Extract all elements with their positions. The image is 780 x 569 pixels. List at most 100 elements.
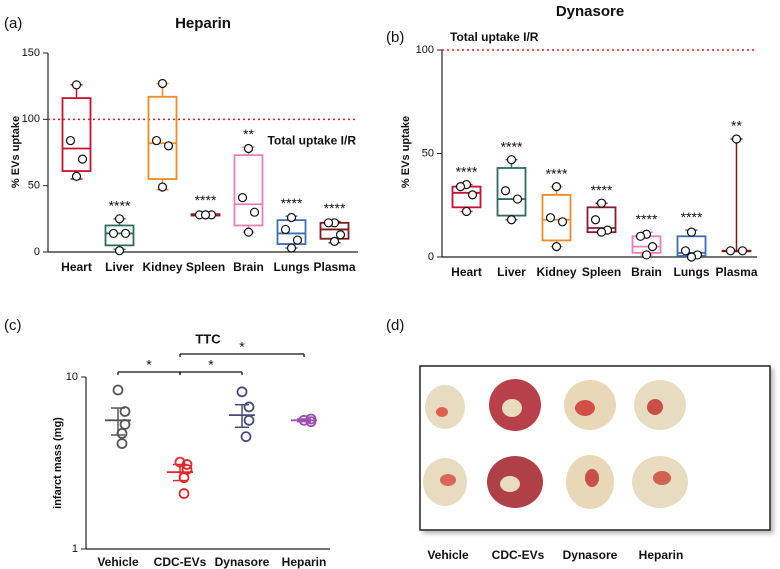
reference-label: Total uptake I/R bbox=[450, 30, 539, 44]
y-tick-label: 50 bbox=[28, 180, 40, 192]
significance: ** bbox=[243, 126, 254, 142]
y-tick-label: 0 bbox=[34, 246, 40, 258]
data-point bbox=[461, 206, 472, 217]
x-tick-label: Brain bbox=[631, 265, 662, 279]
data-point bbox=[120, 228, 131, 239]
x-tick-label: Kidney bbox=[142, 260, 182, 274]
data-point bbox=[686, 252, 697, 262]
image-label: CDC-EVs bbox=[492, 548, 545, 562]
x-tick-label: Dynasore bbox=[215, 555, 270, 569]
data-point bbox=[455, 182, 466, 192]
box bbox=[104, 224, 135, 247]
x-tick-label: CDC-EVs bbox=[154, 555, 207, 569]
data-point bbox=[114, 246, 125, 256]
data-point bbox=[108, 228, 119, 239]
heart-slice bbox=[585, 469, 599, 487]
data-point bbox=[323, 218, 334, 228]
significance: **** bbox=[456, 163, 478, 179]
data-point bbox=[237, 193, 248, 203]
data-point bbox=[731, 134, 742, 144]
y-tick-label: 0 bbox=[428, 251, 434, 263]
box bbox=[61, 97, 92, 172]
y-tick-label: 150 bbox=[22, 47, 40, 59]
heart-sections bbox=[423, 379, 688, 509]
y-axis-label: % EVs uptake bbox=[400, 116, 412, 188]
data-point bbox=[243, 401, 255, 413]
significance: **** bbox=[501, 138, 523, 154]
data-point bbox=[157, 78, 168, 89]
x-tick-label: Heart bbox=[61, 260, 92, 274]
data-point bbox=[236, 386, 248, 398]
x-tick-label: Brain bbox=[233, 260, 264, 274]
x-tick-label: Plasma bbox=[313, 260, 355, 274]
panel-label: (d) bbox=[386, 317, 404, 334]
significance: **** bbox=[591, 182, 613, 198]
data-point bbox=[112, 384, 124, 396]
reference-label: Total uptake I/R bbox=[268, 134, 357, 148]
data-point bbox=[725, 246, 736, 256]
y-axis-label: % EVs uptake bbox=[10, 116, 22, 188]
data-point bbox=[286, 243, 297, 253]
heart-slice bbox=[440, 474, 456, 486]
data-point bbox=[114, 214, 125, 224]
data-point bbox=[506, 215, 517, 225]
image-label: Dynasore bbox=[563, 548, 618, 562]
data-point bbox=[551, 182, 562, 192]
data-point bbox=[157, 182, 168, 192]
x-tick-label: Spleen bbox=[582, 265, 621, 279]
significance: **** bbox=[324, 200, 346, 216]
significance: * bbox=[146, 357, 152, 373]
data-point bbox=[545, 213, 556, 223]
x-tick-label: Lungs bbox=[674, 265, 710, 279]
y-tick-label: 100 bbox=[416, 44, 434, 56]
data-point bbox=[280, 224, 291, 235]
data-point bbox=[506, 155, 517, 165]
data-point bbox=[71, 80, 82, 90]
data-point bbox=[116, 427, 128, 439]
image-label: Heparin bbox=[639, 548, 684, 562]
box bbox=[541, 193, 572, 242]
chart-title: Dynasore bbox=[556, 3, 624, 20]
significance: * bbox=[239, 339, 245, 355]
y-tick-label: 50 bbox=[422, 147, 434, 159]
significance: **** bbox=[195, 192, 217, 208]
significance: **** bbox=[281, 195, 303, 211]
heart-slice bbox=[436, 407, 448, 417]
data-point bbox=[119, 406, 131, 417]
box bbox=[233, 154, 264, 227]
heart-slice bbox=[500, 476, 520, 492]
significance: **** bbox=[636, 211, 658, 227]
image-panel: (d) Vehicle CDC-EVs Dynasore Heparin bbox=[386, 317, 771, 562]
heart-slice bbox=[502, 399, 522, 417]
box bbox=[147, 95, 178, 180]
data-point bbox=[249, 207, 260, 217]
data-point bbox=[240, 431, 252, 443]
significance: **** bbox=[546, 165, 568, 181]
y-tick-label: 100 bbox=[22, 113, 40, 125]
data-point bbox=[512, 194, 523, 204]
data-point bbox=[243, 143, 254, 154]
data-point bbox=[243, 227, 254, 237]
data-point bbox=[737, 246, 748, 256]
x-tick-label: Kidney bbox=[536, 265, 576, 279]
panel-label: (b) bbox=[386, 29, 404, 46]
significance: * bbox=[208, 357, 214, 373]
heart-slice bbox=[425, 385, 465, 429]
x-tick-label: Heart bbox=[451, 265, 482, 279]
data-point bbox=[116, 438, 128, 450]
data-point bbox=[551, 242, 562, 252]
data-point bbox=[641, 250, 652, 260]
data-point bbox=[335, 230, 346, 240]
data-point bbox=[292, 235, 303, 245]
data-point bbox=[467, 190, 478, 200]
data-point bbox=[243, 414, 255, 426]
data-point bbox=[596, 198, 607, 208]
significance: ** bbox=[731, 118, 742, 134]
x-tick-label: Spleen bbox=[186, 260, 225, 274]
x-tick-label: Liver bbox=[105, 260, 134, 274]
chart-title: TTC bbox=[195, 331, 221, 346]
heart-slice bbox=[575, 400, 595, 416]
x-tick-label: Lungs bbox=[274, 260, 310, 274]
data-point bbox=[596, 227, 607, 237]
